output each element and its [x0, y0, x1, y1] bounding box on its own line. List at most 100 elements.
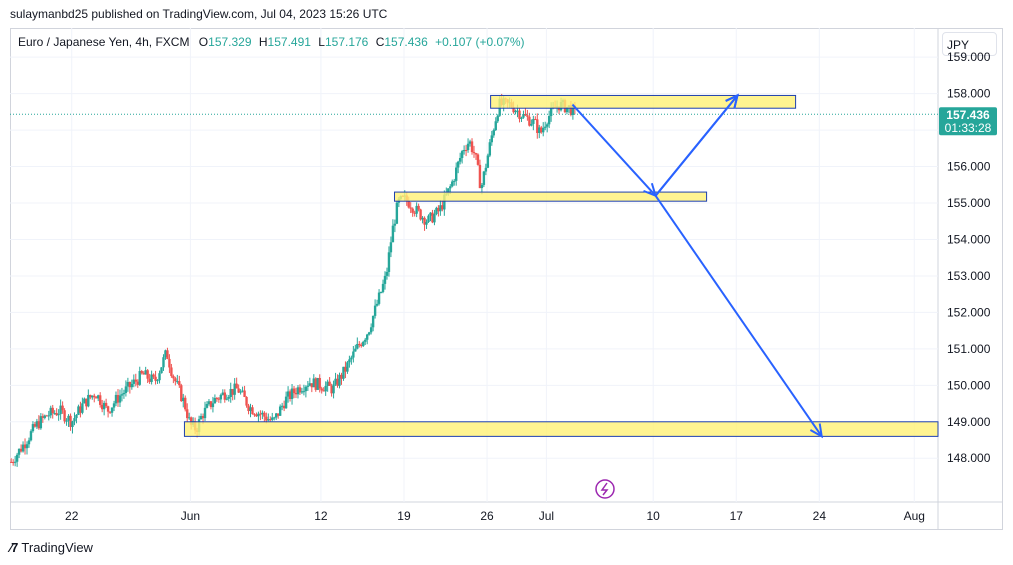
- candle-body: [284, 396, 288, 409]
- candle-body: [312, 378, 315, 388]
- candle-body: [106, 406, 110, 412]
- candle-body: [182, 397, 185, 402]
- candle-body: [150, 374, 153, 382]
- candle-body: [334, 378, 337, 385]
- x-tick-label: Jul: [539, 509, 554, 523]
- candle-body: [458, 157, 462, 162]
- candle-body: [104, 402, 108, 407]
- published-info: sulaymanbd25 published on TradingView.co…: [10, 7, 388, 21]
- candle-body: [332, 384, 335, 394]
- candle-body: [375, 303, 379, 306]
- candle-body: [449, 186, 452, 189]
- candle-body: [85, 398, 88, 407]
- candle-body: [443, 194, 446, 210]
- candle-body: [81, 403, 84, 413]
- candle-body: [294, 392, 298, 395]
- y-tick-label: 152.000: [947, 305, 991, 319]
- x-tick-label: Aug: [904, 509, 925, 523]
- candle-body: [534, 119, 537, 121]
- candle-body: [126, 381, 130, 387]
- candle-body: [211, 403, 215, 408]
- support-resistance-zone: [393, 191, 708, 202]
- candle-body: [9, 461, 13, 463]
- candle-body: [116, 394, 120, 403]
- candle-body: [322, 390, 325, 392]
- candle-body: [273, 417, 276, 419]
- candle-body: [476, 154, 480, 165]
- candle-body: [421, 217, 424, 220]
- candle-body: [326, 381, 329, 386]
- candle-body: [545, 124, 549, 127]
- candle-body: [138, 371, 141, 385]
- candle-body: [437, 207, 440, 212]
- candle-body: [470, 141, 474, 153]
- candle-body: [215, 397, 219, 399]
- x-tick-label: 10: [647, 509, 661, 523]
- candle-body: [241, 390, 244, 392]
- candle-body: [407, 201, 410, 208]
- candle-body: [526, 115, 529, 117]
- candle-body: [249, 407, 252, 412]
- candle-body: [462, 150, 466, 152]
- candle-body: [207, 401, 211, 405]
- currency-selector[interactable]: JPY: [942, 32, 997, 56]
- candle-body: [51, 407, 54, 414]
- chart-frame: [10, 28, 1003, 530]
- candle-body: [344, 366, 347, 372]
- footer-brand[interactable]: TradingView: [21, 540, 93, 555]
- candle-body: [257, 413, 260, 417]
- candle-body: [389, 242, 393, 253]
- candle-body: [371, 315, 375, 328]
- candle-body: [454, 167, 458, 181]
- candle-body: [538, 127, 541, 133]
- candle-body: [369, 327, 373, 333]
- candle-body: [33, 424, 37, 427]
- candle-body: [393, 223, 397, 226]
- y-tick-label: 153.000: [947, 269, 991, 283]
- candle-body: [306, 385, 310, 387]
- candle-body: [490, 135, 494, 143]
- candle-body: [362, 341, 365, 347]
- y-tick-label: 155.000: [947, 196, 991, 210]
- candle-body: [427, 215, 430, 222]
- candle-body: [47, 415, 50, 417]
- candle-body: [288, 391, 292, 399]
- candle-body: [330, 385, 333, 394]
- candle-body: [518, 110, 521, 119]
- candle-body: [308, 383, 312, 386]
- candle-body: [134, 379, 137, 382]
- candle-body: [59, 405, 62, 415]
- candle-body: [516, 110, 519, 112]
- candle-body: [415, 205, 418, 214]
- candle-body: [132, 379, 136, 384]
- candle-body: [178, 381, 181, 386]
- symbol-title[interactable]: Euro / Japanese Yen, 4h, FXCM: [18, 35, 190, 49]
- candle-body: [73, 418, 76, 422]
- candle-body: [352, 351, 355, 358]
- candle-body: [209, 401, 213, 408]
- candle-body: [346, 362, 349, 372]
- candle-body: [53, 413, 56, 415]
- candle-body: [318, 377, 321, 389]
- candle-body: [229, 388, 232, 398]
- candle-body: [186, 409, 189, 419]
- candle-body: [314, 378, 317, 390]
- candle-body: [13, 461, 17, 463]
- candle-body: [300, 391, 304, 393]
- candle-body: [219, 394, 223, 400]
- candle-body: [114, 394, 118, 404]
- candle-body: [213, 397, 217, 404]
- y-tick-label: 158.000: [947, 87, 991, 101]
- candle-body: [144, 370, 147, 375]
- candle-body: [480, 184, 484, 189]
- arrow-head: [809, 423, 824, 439]
- candle-body: [542, 127, 545, 133]
- candle-body: [124, 386, 128, 393]
- candle-body: [19, 448, 23, 452]
- candle-body: [468, 141, 472, 144]
- candle-body: [247, 405, 250, 412]
- candle-body: [271, 417, 274, 420]
- candle-body: [217, 398, 221, 400]
- candle-body: [340, 374, 343, 379]
